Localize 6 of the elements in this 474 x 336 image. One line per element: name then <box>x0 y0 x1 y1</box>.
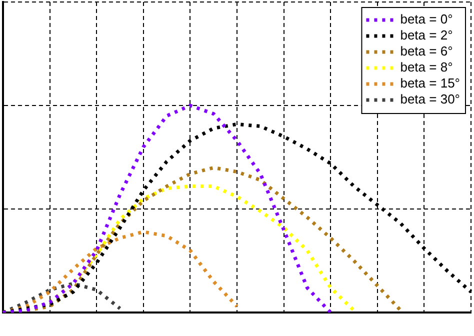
legend-label: beta = 8° <box>400 60 453 75</box>
legend-label: beta = 30° <box>400 92 460 107</box>
legend-label: beta = 0° <box>400 12 453 27</box>
legend-label: beta = 6° <box>400 44 453 59</box>
legend-label: beta = 2° <box>400 28 453 43</box>
legend-label: beta = 15° <box>400 76 460 91</box>
